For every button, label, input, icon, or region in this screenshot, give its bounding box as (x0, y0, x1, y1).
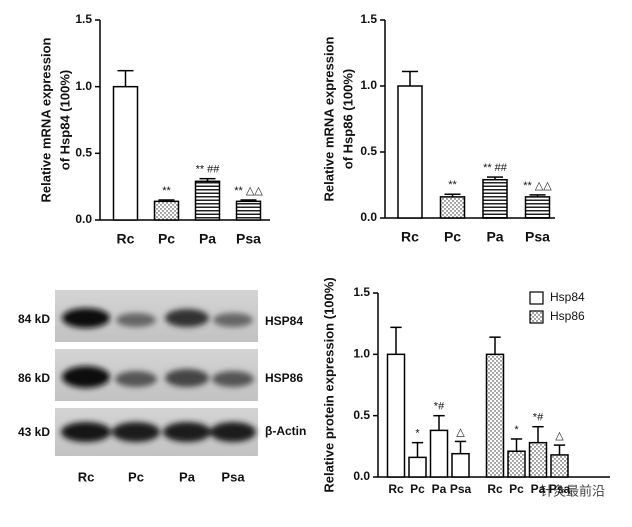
bar (528, 441, 548, 478)
y-tick-label: 1.5 (360, 12, 377, 26)
protein-label: HSP86 (265, 371, 303, 385)
x-tick-label: Pc (410, 482, 425, 496)
bar (408, 456, 427, 478)
legend-label: Hsp86 (550, 309, 585, 323)
bar (194, 180, 221, 221)
band (112, 422, 160, 442)
bar (153, 200, 180, 221)
significance-label: ** (448, 179, 457, 191)
band (62, 366, 110, 388)
y-tick-label: 1.5 (75, 12, 92, 26)
x-tick-label: Psa (236, 231, 261, 247)
significance-label: △ (456, 426, 465, 438)
x-tick-label: Psa (525, 229, 550, 245)
y-tick-label: 0.0 (360, 210, 377, 224)
band (165, 369, 209, 387)
significance-label: *# (434, 401, 445, 413)
y-tick-label: 1.0 (353, 347, 370, 361)
legend-swatch (529, 310, 544, 324)
size-label: 43 kD (18, 425, 50, 439)
x-tick-label: Pa (486, 229, 503, 245)
significance-label: *# (533, 412, 544, 424)
band (62, 308, 110, 328)
y-tick-label: 1.5 (353, 285, 370, 299)
band (61, 422, 111, 442)
bar (451, 452, 470, 478)
size-label: 86 kD (18, 371, 50, 385)
x-tick-label: Pc (158, 231, 175, 247)
blot: 84 kD 86 kD 43 kD HSP84 HSP86 β-Actin Rc… (18, 290, 306, 484)
bar (112, 85, 139, 221)
bar (485, 353, 505, 478)
x-tick-label: Rc (388, 482, 404, 496)
band (210, 422, 256, 442)
significance-label: ** △△ (523, 180, 552, 192)
x-tick-label: Psa (549, 482, 571, 496)
bar (235, 200, 262, 221)
band (213, 313, 253, 327)
lane-label: Pc (128, 469, 144, 484)
lane-label: Pa (179, 469, 196, 484)
bar (524, 196, 551, 219)
significance-label: * (514, 424, 519, 436)
bar (507, 450, 526, 478)
legend-swatch (529, 291, 544, 305)
watermark: 针灸最前沿 (540, 483, 605, 498)
x-tick-label: Rc (117, 231, 135, 247)
x-tick-label: Pc (509, 482, 524, 496)
size-label: 84 kD (18, 312, 50, 326)
x-tick-label: Psa (450, 482, 472, 496)
y-tick-label: 0.0 (353, 469, 370, 483)
lane-label: Psa (221, 469, 245, 484)
x-tick-label: Pa (199, 231, 216, 247)
protein-label: HSP84 (265, 314, 303, 328)
y-tick-label: 0.5 (75, 146, 92, 160)
band (115, 371, 157, 387)
y-tick-label: 1.0 (75, 79, 92, 93)
x-tick-label: Pc (444, 229, 461, 245)
bar (482, 178, 508, 219)
significance-label: ** (162, 185, 171, 197)
bar (397, 85, 423, 219)
x-tick-label: Rc (487, 482, 503, 496)
band (116, 313, 156, 327)
significance-label: ** ## (196, 164, 221, 176)
x-tick-label: Pa (432, 482, 447, 496)
bar (439, 196, 466, 219)
x-tick-label: Pa (531, 482, 546, 496)
bar (429, 429, 449, 478)
y-tick-label: 1.0 (360, 78, 377, 92)
band (212, 371, 254, 387)
bar (550, 454, 569, 478)
lane-label: Rc (78, 469, 95, 484)
band (163, 422, 211, 442)
y-axis-label: of Hsp86 (100%) (340, 69, 355, 169)
significance-label: △ (555, 430, 564, 442)
significance-label: ** ## (483, 162, 508, 174)
y-tick-label: 0.5 (353, 408, 370, 422)
y-axis-label: Relative protein expression (100%) (321, 277, 336, 492)
significance-label: ** △△ (234, 185, 263, 197)
y-axis-label: Relative mRNA expression (321, 36, 336, 201)
y-axis-label: Relative mRNA expression (38, 37, 53, 202)
legend-label: Hsp84 (550, 290, 585, 304)
protein-label: β-Actin (265, 424, 306, 438)
bar (386, 353, 406, 478)
y-axis-label: of Hsp84 (100%) (57, 70, 72, 170)
y-tick-label: 0.5 (360, 144, 377, 158)
x-tick-label: Rc (401, 229, 419, 245)
band (165, 309, 209, 327)
significance-label: * (415, 428, 420, 440)
y-tick-label: 0.0 (75, 212, 92, 226)
